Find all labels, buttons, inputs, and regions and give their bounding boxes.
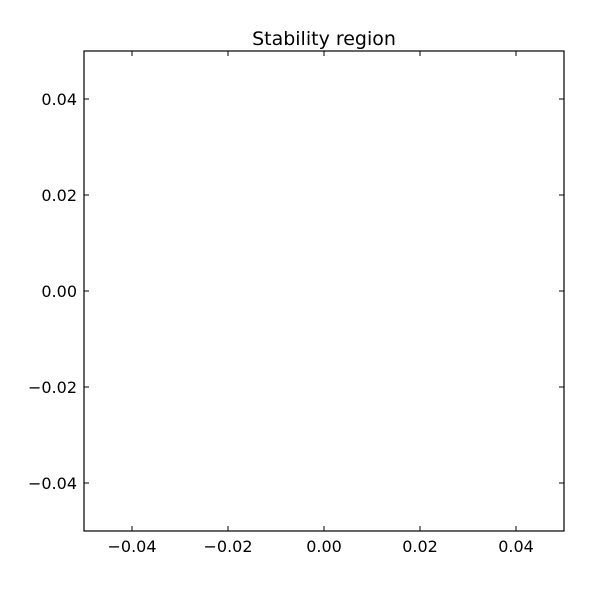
x-tick-label: 0.02 bbox=[402, 537, 438, 556]
y-tick-label: 0.02 bbox=[41, 186, 77, 205]
y-axis: −0.04 −0.02 0.00 0.02 0.04 bbox=[28, 90, 564, 493]
x-tick-label: −0.02 bbox=[203, 537, 252, 556]
y-tick-label: −0.02 bbox=[28, 378, 77, 397]
x-tick-label: −0.04 bbox=[107, 537, 156, 556]
plot-area bbox=[83, 50, 565, 532]
chart-title: Stability region bbox=[252, 28, 396, 50]
x-tick-label: 0.00 bbox=[306, 537, 342, 556]
y-tick-label: 0.04 bbox=[41, 90, 77, 109]
x-tick-label: 0.04 bbox=[498, 537, 534, 556]
x-axis: −0.04 −0.02 0.00 0.02 0.04 bbox=[107, 51, 534, 556]
y-tick-label: 0.00 bbox=[41, 282, 77, 301]
y-tick-label: −0.04 bbox=[28, 474, 77, 493]
